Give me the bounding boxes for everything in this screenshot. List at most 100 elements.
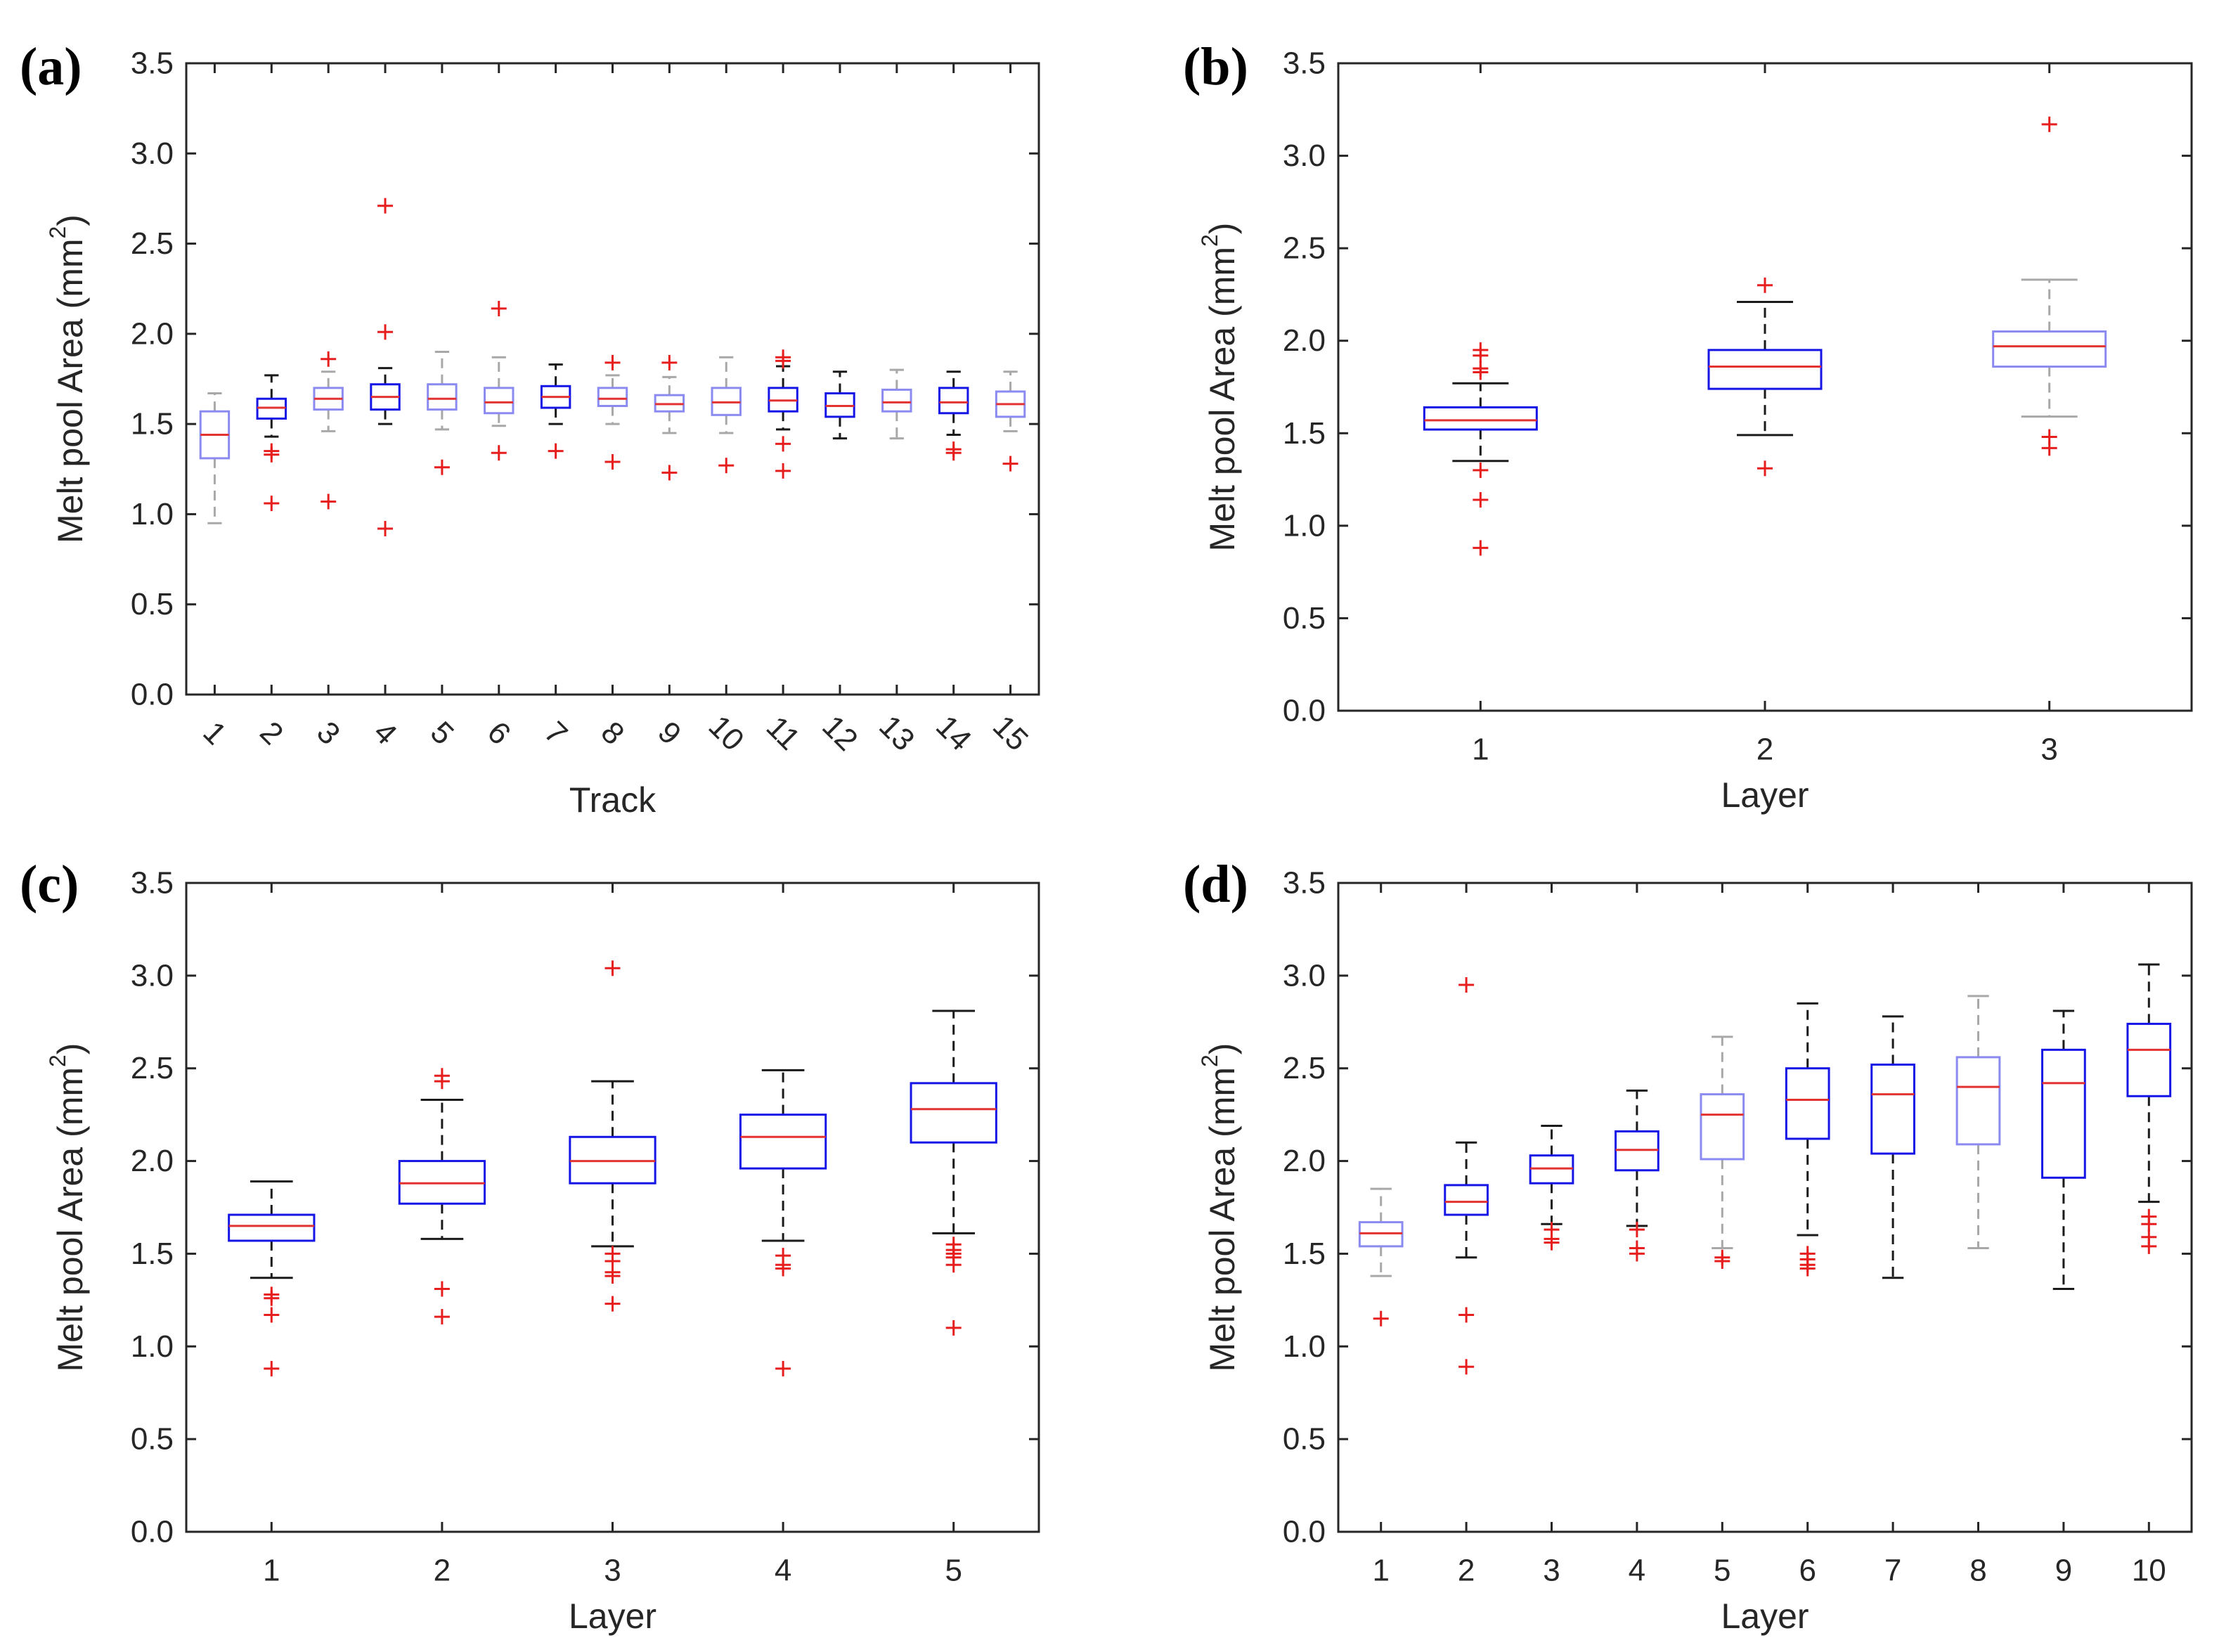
- outlier-point: [1473, 492, 1489, 508]
- x-tick-label: 3: [604, 1554, 621, 1588]
- x-tick-label: 2: [1458, 1554, 1475, 1588]
- x-axis-label: Layer: [1721, 775, 1809, 815]
- outlier-point: [1458, 1359, 1475, 1375]
- y-tick-label: 3.0: [131, 136, 174, 171]
- x-tick-label: 13: [872, 709, 921, 757]
- box-plot-7: [540, 363, 571, 459]
- outlier-point: [604, 354, 621, 370]
- box-plot-7: [1870, 1015, 1915, 1279]
- x-tick-label: 1: [196, 715, 233, 751]
- y-tick-label: 0.5: [131, 1422, 174, 1457]
- panel-label: (d): [1183, 855, 1248, 914]
- outlier-point: [945, 1257, 962, 1273]
- y-tick-label: 0.0: [131, 1515, 174, 1549]
- box-iqr: [739, 1114, 827, 1170]
- y-tick-label: 2.5: [1283, 1051, 1326, 1085]
- y-tick-label: 1.0: [1283, 508, 1326, 543]
- box-plot-2: [256, 374, 287, 512]
- plot-frame: [1337, 882, 2193, 1533]
- panel-d: (d) 0.0 0.5 1.0 1.5 2.0 2.5 3.0 3.5 1 2 3 4 5 6 7 8 9 10 La…: [1183, 855, 2193, 1636]
- panel-c: (c) 0.0 0.5 1.0 1.5 2.0 2.5 3.0 3.5 1 2 3 4 5 Layer Mel…: [20, 855, 1040, 1636]
- outlier-point: [1757, 277, 1773, 293]
- outlier-point: [945, 445, 962, 461]
- outlier-point: [377, 198, 394, 214]
- outlier-point: [604, 960, 621, 976]
- box-iqr: [1785, 1067, 1830, 1140]
- x-tick-label: 8: [1969, 1554, 1986, 1588]
- x-tick-label: 10: [2132, 1554, 2166, 1588]
- x-axis-label: Layer: [1721, 1596, 1809, 1636]
- x-tick-label: 7: [1884, 1554, 1901, 1588]
- outlier-point: [491, 445, 507, 461]
- outlier-point: [604, 454, 621, 470]
- box-plot-3: [1529, 1124, 1574, 1251]
- box-plot-5: [427, 351, 458, 475]
- box-iqr: [1955, 1056, 2001, 1146]
- outlier-point: [2041, 440, 2057, 456]
- y-axis-label: Melt pool Area (mm2): [1197, 223, 1242, 552]
- box-plot-12: [824, 370, 855, 440]
- outlier-point: [321, 493, 337, 510]
- box-iqr: [1992, 330, 2107, 368]
- y-tick-label: 0.0: [1283, 694, 1326, 728]
- outlier-point: [2141, 1238, 2157, 1254]
- outlier-point: [1757, 460, 1773, 477]
- y-tick-label: 0.5: [1283, 1422, 1326, 1457]
- panel-a: (a)0.00.51.01.52.02.53.03.51 2 3 4 5 6 7 8 9 10 11…: [20, 37, 1040, 820]
- outlier-point: [1544, 1234, 1560, 1251]
- box-iqr: [1423, 406, 1538, 431]
- x-tick-label: 2: [1757, 733, 1773, 767]
- x-tick-label: 1: [1372, 1554, 1389, 1588]
- x-tick-label: 9: [651, 715, 687, 751]
- y-tick-label: 3.5: [1283, 866, 1326, 901]
- y-tick-label: 0.5: [131, 587, 174, 621]
- outlier-point: [491, 300, 507, 316]
- outlier-point: [1714, 1253, 1730, 1269]
- outlier-point: [2041, 116, 2057, 132]
- y-tick-label: 2.5: [1283, 231, 1326, 266]
- y-tick-label: 3.5: [131, 46, 174, 81]
- box-plot-6: [1785, 1002, 1830, 1277]
- box-iqr: [228, 1213, 316, 1242]
- box-plot-6: [484, 300, 515, 461]
- y-axis-label-close: ): [51, 1043, 90, 1055]
- box-plot-8: [1955, 995, 2001, 1250]
- box-plot-10: [2126, 963, 2172, 1254]
- y-tick-label: 0.0: [1283, 1515, 1326, 1549]
- outlier-point: [1373, 1310, 1389, 1327]
- box-iqr: [597, 387, 628, 407]
- y-axis-label-superscript: 2: [45, 1054, 70, 1067]
- outlier-point: [264, 1360, 280, 1376]
- box-iqr: [1707, 349, 1823, 390]
- outlier-point: [1629, 1246, 1645, 1262]
- outlier-point: [1473, 462, 1489, 478]
- x-tick-label: 4: [367, 715, 403, 751]
- x-tick-label: 12: [815, 709, 864, 757]
- outlier-point: [434, 459, 450, 475]
- outlier-point: [2141, 1216, 2157, 1232]
- x-axis-label: Layer: [569, 1596, 656, 1636]
- outlier-point: [434, 1281, 450, 1297]
- y-tick-label: 2.0: [1283, 323, 1326, 358]
- panel-label: (a): [20, 37, 82, 96]
- outlier-point: [548, 443, 564, 459]
- x-tick-label: 7: [538, 715, 574, 751]
- box-plot-14: [938, 370, 969, 461]
- y-tick-label: 1.0: [131, 497, 174, 531]
- x-tick-label: 1: [263, 1554, 280, 1588]
- x-tick-label: 4: [1629, 1554, 1645, 1588]
- x-tick-label: 9: [2055, 1554, 2072, 1588]
- box-plot-10: [711, 356, 742, 474]
- box-plot-9: [654, 354, 685, 481]
- box-plot-3: [313, 351, 344, 510]
- box-plot-3: [1992, 116, 2107, 456]
- y-axis-label-main: Melt pool Area (mm: [51, 238, 90, 543]
- box-iqr: [1444, 1184, 1489, 1216]
- outlier-point: [1473, 347, 1489, 363]
- outlier-point: [775, 463, 791, 479]
- y-axis-label: Melt pool Area (mm2): [1197, 1043, 1242, 1372]
- outlier-point: [377, 520, 394, 536]
- box-plot-1: [199, 392, 231, 524]
- y-tick-label: 1.0: [1283, 1329, 1326, 1364]
